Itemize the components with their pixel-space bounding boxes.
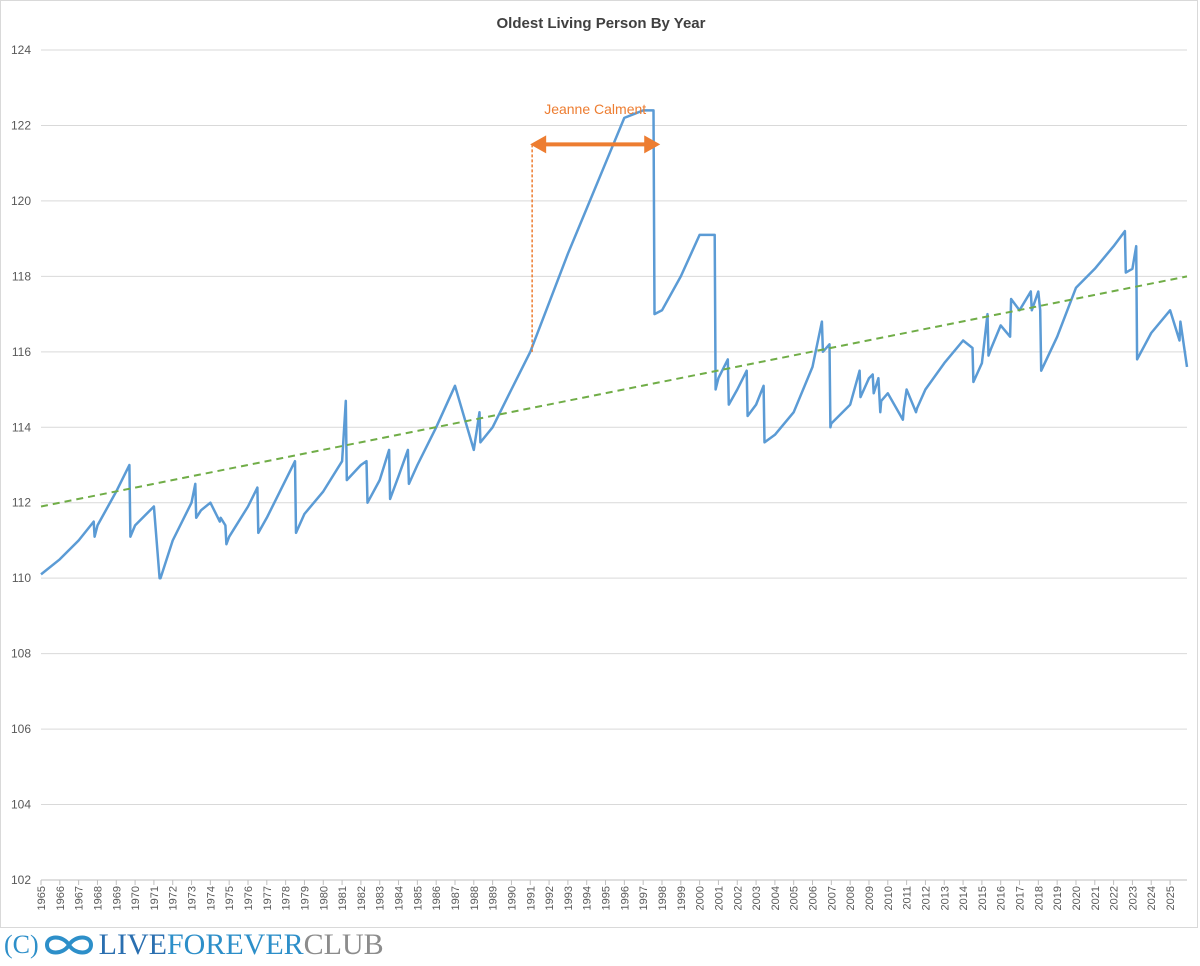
y-tick-label: 112 bbox=[12, 496, 31, 510]
x-tick-label: 2022 bbox=[1109, 886, 1121, 910]
arrow-right-icon bbox=[644, 135, 661, 154]
x-tick-label: 1999 bbox=[676, 886, 688, 910]
x-tick-label: 1975 bbox=[224, 886, 236, 910]
annotations: Jeanne Calment bbox=[530, 101, 661, 352]
x-tick-label: 1971 bbox=[149, 886, 161, 910]
x-tick-label: 1967 bbox=[74, 886, 86, 910]
x-tick-label: 2018 bbox=[1033, 886, 1045, 910]
x-tick-label: 2023 bbox=[1127, 886, 1139, 910]
x-tick-label: 2025 bbox=[1165, 886, 1177, 910]
x-tick-label: 2011 bbox=[902, 886, 914, 910]
x-tick-label: 2017 bbox=[1015, 886, 1027, 910]
line-chart: Oldest Living Person By Year 10210410610… bbox=[11, 15, 1189, 910]
x-tick-label: 1978 bbox=[281, 886, 293, 910]
series-line bbox=[40, 109, 1189, 580]
x-tick-label: 2020 bbox=[1071, 886, 1083, 910]
x-tick-label: 2001 bbox=[713, 886, 725, 910]
x-tick-label: 2021 bbox=[1090, 886, 1102, 910]
x-tick-label: 2014 bbox=[958, 886, 970, 910]
y-tick-label: 120 bbox=[11, 194, 31, 208]
x-tick-label: 1982 bbox=[356, 886, 368, 910]
x-tick-label: 1973 bbox=[187, 886, 199, 910]
x-axis-ticks: 1965 1966 1967 1968 1969 1970 1971 1972 1973 1974… bbox=[36, 880, 1177, 910]
x-tick-label: 1972 bbox=[168, 886, 180, 910]
y-tick-label: 124 bbox=[11, 43, 31, 57]
x-tick-label: 1998 bbox=[657, 886, 669, 910]
x-tick-label: 1983 bbox=[375, 886, 387, 910]
x-tick-label: 1985 bbox=[412, 886, 424, 910]
x-tick-label: 1990 bbox=[506, 886, 518, 910]
x-tick-label: 1994 bbox=[582, 886, 594, 910]
gridlines bbox=[41, 49, 1187, 881]
x-tick-label: 1997 bbox=[638, 886, 650, 910]
y-tick-label: 106 bbox=[11, 722, 31, 736]
y-tick-label: 116 bbox=[12, 345, 31, 359]
x-tick-label: 1996 bbox=[619, 886, 631, 910]
x-tick-label: 2000 bbox=[695, 886, 707, 910]
y-axis-ticks: 102 104 106 108 110 112 114 116 118 120 122 124 bbox=[11, 43, 31, 887]
annotation-label: Jeanne Calment bbox=[544, 101, 646, 117]
x-tick-label: 2016 bbox=[996, 886, 1008, 910]
x-tick-label: 1993 bbox=[563, 886, 575, 910]
x-tick-label: 1992 bbox=[544, 886, 556, 910]
x-tick-label: 2024 bbox=[1146, 886, 1158, 910]
x-tick-label: 1981 bbox=[337, 886, 349, 910]
x-tick-label: 2012 bbox=[920, 886, 932, 910]
y-tick-label: 110 bbox=[12, 571, 31, 585]
trend-line bbox=[40, 275, 1188, 508]
brand-word-live: LIVE bbox=[98, 928, 167, 961]
x-tick-label: 1965 bbox=[36, 886, 48, 910]
x-tick-label: 1970 bbox=[130, 886, 142, 910]
brand-word-club: CLUB bbox=[303, 928, 384, 961]
x-tick-label: 2005 bbox=[789, 886, 801, 910]
chart-title: Oldest Living Person By Year bbox=[497, 15, 706, 32]
x-tick-label: 2008 bbox=[845, 886, 857, 910]
y-tick-label: 114 bbox=[12, 420, 31, 434]
x-tick-label: 1988 bbox=[469, 886, 481, 910]
x-tick-label: 2009 bbox=[864, 886, 876, 910]
x-tick-label: 2003 bbox=[751, 886, 763, 910]
y-tick-label: 102 bbox=[11, 873, 31, 887]
y-tick-label: 118 bbox=[12, 269, 31, 283]
arrow-left-icon bbox=[530, 135, 547, 154]
x-tick-label: 1977 bbox=[262, 886, 274, 910]
y-tick-label: 108 bbox=[11, 647, 31, 661]
x-tick-label: 1991 bbox=[525, 886, 537, 910]
x-tick-label: 2007 bbox=[826, 886, 838, 910]
brand-word-forever: FOREVER bbox=[166, 928, 304, 961]
copyright-mark: (C) bbox=[4, 930, 39, 959]
x-tick-label: 1969 bbox=[111, 886, 123, 910]
x-tick-label: 2002 bbox=[732, 886, 744, 910]
x-tick-label: 1966 bbox=[55, 886, 67, 910]
x-tick-label: 2013 bbox=[939, 886, 951, 910]
x-tick-label: 1976 bbox=[243, 886, 255, 910]
y-tick-label: 122 bbox=[11, 118, 31, 132]
x-tick-label: 2006 bbox=[808, 886, 820, 910]
x-tick-label: 1980 bbox=[318, 886, 330, 910]
x-tick-label: 2019 bbox=[1052, 886, 1064, 910]
x-tick-label: 1968 bbox=[92, 886, 104, 910]
footer-logo: (C) LIVE FOREVER CLUB bbox=[4, 928, 604, 962]
x-tick-label: 1979 bbox=[299, 886, 311, 910]
x-tick-label: 1984 bbox=[394, 886, 406, 910]
x-tick-label: 1989 bbox=[488, 886, 500, 910]
x-tick-label: 1995 bbox=[601, 886, 613, 910]
y-tick-label: 104 bbox=[11, 798, 31, 812]
x-tick-label: 2010 bbox=[883, 886, 895, 910]
x-tick-label: 1974 bbox=[205, 886, 217, 910]
x-tick-label: 2004 bbox=[770, 886, 782, 910]
infinity-icon bbox=[41, 929, 97, 961]
x-tick-label: 2015 bbox=[977, 886, 989, 910]
x-tick-label: 1987 bbox=[450, 886, 462, 910]
chart-frame: Oldest Living Person By Year 102 104 106 10… bbox=[0, 0, 1198, 928]
x-tick-label: 1986 bbox=[431, 886, 443, 910]
series-group bbox=[40, 109, 1189, 580]
